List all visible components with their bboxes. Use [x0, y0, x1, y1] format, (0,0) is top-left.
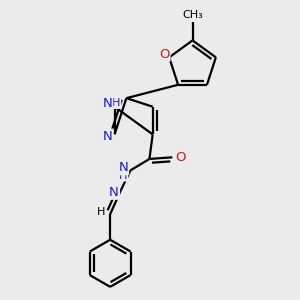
Text: N: N [109, 186, 119, 199]
Text: H: H [112, 98, 121, 108]
Text: CH₃: CH₃ [182, 10, 203, 20]
Text: O: O [175, 151, 186, 164]
Text: N: N [103, 130, 112, 142]
Text: N: N [103, 97, 112, 110]
Text: O: O [159, 48, 169, 61]
Text: N: N [118, 161, 128, 174]
Text: H: H [119, 171, 128, 181]
Text: H: H [97, 207, 105, 217]
